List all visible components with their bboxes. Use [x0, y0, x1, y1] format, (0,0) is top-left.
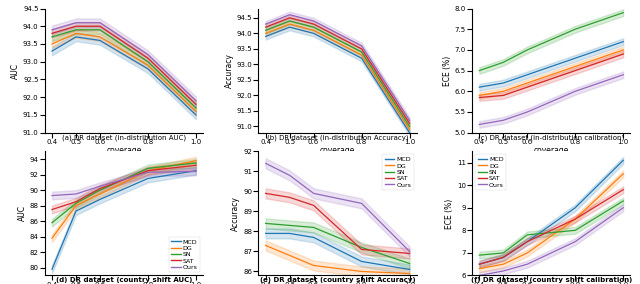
- Y-axis label: ECE (%): ECE (%): [443, 55, 452, 86]
- Text: (e) DR dataset (country shift Accuracy): (e) DR dataset (country shift Accuracy): [260, 277, 415, 283]
- Text: (d) DR dataset (country shift AUC): (d) DR dataset (country shift AUC): [56, 277, 192, 283]
- Text: (c) DR dataset (in-distribution calibration): (c) DR dataset (in-distribution calibrat…: [478, 134, 625, 141]
- Text: (a) DR dataset (in-distribution AUC): (a) DR dataset (in-distribution AUC): [62, 134, 186, 141]
- Legend: MCD, DG, SN, SAT, Ours: MCD, DG, SN, SAT, Ours: [383, 154, 413, 190]
- Y-axis label: Accuracy: Accuracy: [232, 196, 241, 231]
- Y-axis label: AUC: AUC: [11, 62, 20, 79]
- Y-axis label: AUC: AUC: [18, 205, 27, 222]
- Y-axis label: Accuracy: Accuracy: [225, 53, 234, 88]
- Text: (f) DR dataset (country shift calibration): (f) DR dataset (country shift calibratio…: [470, 277, 632, 283]
- Legend: MCD, DG, SN, SAT, Ours: MCD, DG, SN, SAT, Ours: [169, 237, 200, 272]
- X-axis label: coverage: coverage: [320, 146, 355, 155]
- X-axis label: coverage: coverage: [106, 146, 141, 155]
- Text: (b) DR dataset (in-distribution Accuracy): (b) DR dataset (in-distribution Accuracy…: [267, 134, 408, 141]
- X-axis label: coverage: coverage: [534, 146, 569, 155]
- Legend: MCD, DG, SN, SAT, Ours: MCD, DG, SN, SAT, Ours: [476, 154, 506, 190]
- Y-axis label: ECE (%): ECE (%): [445, 198, 454, 229]
